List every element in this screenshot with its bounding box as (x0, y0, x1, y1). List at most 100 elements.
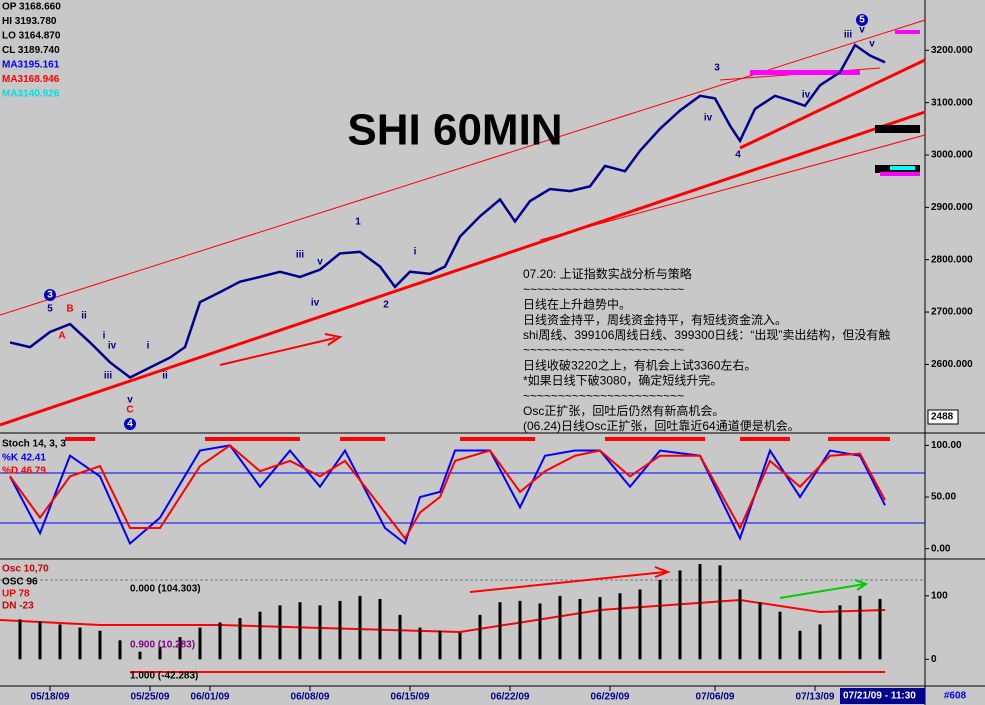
x-tick-label: 07/06/09 (696, 692, 735, 703)
wave-label: iv (108, 341, 117, 352)
bar (718, 565, 722, 660)
y-tick-label: 3200.000 (931, 45, 973, 56)
last-value-box (927, 409, 959, 425)
chart-title: SHI 60MIN (347, 106, 562, 155)
wave-label: v (317, 257, 323, 268)
wave-label: i (147, 341, 150, 352)
bar (378, 599, 382, 660)
bar (358, 595, 362, 660)
bar (138, 651, 142, 660)
bar (238, 618, 242, 660)
bar (678, 570, 682, 660)
wave-circle (856, 14, 868, 26)
annotation: shi周线、399106周线日线、399300日线：“出现”卖出结构，但没有触 (523, 327, 890, 342)
last-value: 2488 (931, 412, 954, 423)
bar-count: #608 (944, 691, 967, 702)
legend-label: %K 42.41 (2, 453, 46, 464)
bar (438, 630, 442, 660)
x-tick-label: 06/22/09 (491, 692, 530, 703)
arrow (469, 566, 671, 593)
wave-label: ii (162, 371, 168, 382)
series-line (9, 444, 886, 541)
info-label: HI 3193.780 (2, 16, 57, 27)
y-tick-label: 2700.000 (931, 307, 973, 318)
y-tick-label: 50.00 (931, 492, 956, 503)
bar (58, 624, 62, 660)
bar (418, 627, 422, 660)
bar (738, 589, 742, 660)
osc-label: DN -23 (2, 601, 34, 612)
annotation: 07.20: 上证指数实战分析与策略 (523, 266, 692, 281)
annotation: 日线在上升趋势中。 (523, 297, 631, 312)
wave-label: v (869, 39, 875, 50)
wave-circle (124, 418, 136, 430)
bar (18, 619, 22, 660)
x-tick-label: 05/25/09 (131, 692, 170, 703)
bar (878, 599, 882, 660)
wave-label: iii (844, 30, 853, 41)
bar (278, 605, 282, 660)
signal-bar (65, 437, 95, 441)
bar (258, 611, 262, 660)
info-label: CL 3189.740 (2, 45, 60, 56)
marker (750, 70, 860, 75)
series-line (9, 43, 886, 379)
annotation: ~~~~~~~~~~~~~~~~~~~~~~~ (523, 343, 684, 357)
y-tick-label: 2800.000 (931, 254, 973, 265)
bar (518, 600, 522, 660)
wave-label: C (126, 405, 133, 416)
y-tick-label: 3100.000 (931, 97, 973, 108)
y-tick-label: 100 (931, 590, 948, 601)
bar (598, 597, 602, 660)
y-tick-label: 2600.000 (931, 359, 973, 370)
wave-label: 5 (47, 304, 53, 315)
x-tick-label: 06/29/09 (591, 692, 630, 703)
bar (578, 599, 582, 660)
bar (198, 627, 202, 660)
bar (838, 605, 842, 660)
signal-bar (828, 437, 890, 441)
cursor-box (840, 688, 925, 704)
annotation: ~~~~~~~~~~~~~~~~~~~~~~~ (523, 282, 684, 296)
wave-label: v (127, 395, 133, 406)
wave-label: iv (704, 113, 713, 124)
annotation: (06.24)日线Osc正扩张，回吐靠近64通道便是机会。 (523, 419, 800, 433)
x-tick-label: 06/15/09 (391, 692, 430, 703)
trend-line (0, 110, 926, 427)
x-tick-label: 06/01/09 (191, 692, 230, 703)
x-tick-label: 06/08/09 (291, 692, 330, 703)
bar (178, 637, 182, 660)
bar (398, 614, 402, 660)
osc-label: UP 78 (2, 589, 30, 600)
signal-bar (340, 437, 385, 441)
wave-label: 5 (859, 15, 865, 26)
wave-label: 4 (127, 419, 133, 430)
bar (478, 614, 482, 660)
bar (98, 630, 102, 660)
osc-average (0, 598, 886, 634)
wave-label: iii (296, 250, 305, 261)
annotation: 日线收破3220之上，有机会上试3360左右。 (523, 357, 756, 372)
bar (758, 602, 762, 660)
wave-label: 3 (47, 290, 53, 301)
wave-label: i (414, 247, 417, 258)
fib-label: 1.000 (-42.283) (130, 671, 198, 682)
wave-label: i (103, 331, 106, 342)
y-tick-label: 3000.000 (931, 150, 973, 161)
info-label: MA3140.926 (2, 89, 60, 100)
y-tick-label: 0 (931, 654, 937, 665)
wave-label: 1 (355, 217, 361, 228)
bar (618, 593, 622, 660)
bar (798, 630, 802, 660)
annotation: ~~~~~~~~~~~~~~~~~~~~~~~ (523, 389, 684, 403)
wave-label: 4 (735, 150, 741, 161)
wave-label: iv (311, 298, 320, 309)
bar (638, 589, 642, 660)
y-tick-label: 2900.000 (931, 202, 973, 213)
annotation: 日线资金持平，周线资金持平，有短线资金流入。 (523, 312, 787, 327)
trend-line (739, 58, 926, 150)
cursor-label: 07/21/09 - 11:30 (843, 691, 916, 702)
